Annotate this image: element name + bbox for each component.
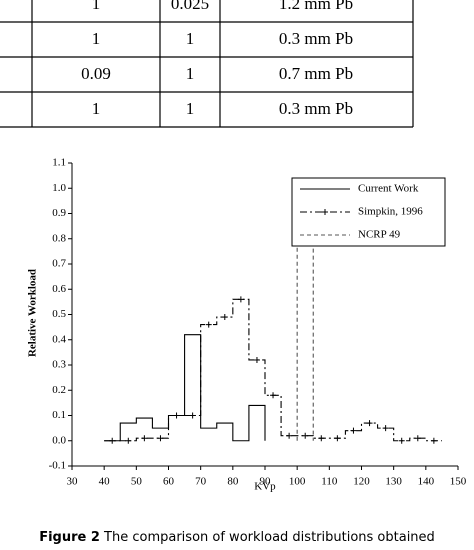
marker	[221, 314, 228, 321]
y-tick-label: 0.7	[52, 258, 66, 270]
y-tick-label: 0.1	[52, 409, 66, 421]
marker	[237, 296, 244, 303]
table-cell: 0.3 mm Pb	[279, 99, 353, 118]
x-tick-label: 90	[260, 476, 272, 488]
x-axis-label: KVp	[254, 481, 276, 493]
marker	[350, 427, 357, 434]
legend-label: Simpkin, 1996	[358, 206, 423, 218]
marker	[430, 437, 437, 444]
marker	[366, 420, 373, 427]
y-tick-label: 0.4	[52, 333, 66, 345]
marker	[205, 321, 212, 328]
marker	[125, 437, 132, 444]
marker	[286, 432, 293, 439]
table-cell: 1	[92, 0, 101, 13]
marker	[398, 437, 405, 444]
table-cell: 1	[186, 99, 195, 118]
y-tick-label: 0.3	[52, 359, 66, 371]
x-tick-label: 120	[353, 476, 370, 488]
marker	[414, 435, 421, 442]
x-tick-label: 50	[131, 476, 143, 488]
table: 1 0.025 1.2 mm Pb 1 1 0.3 mm Pb 0.09 1 0.7 mm Pb…	[81, 0, 353, 118]
marker	[157, 435, 164, 442]
x-tick-label: 110	[321, 476, 338, 488]
marker	[173, 412, 180, 419]
y-tick-label: 0.5	[52, 308, 66, 320]
table-cell: 1	[92, 99, 101, 118]
series-line	[104, 298, 442, 442]
x-tick-label: 150	[450, 476, 467, 488]
marker	[270, 392, 277, 399]
table-cell: 1	[186, 29, 195, 48]
y-tick-label: 0.8	[52, 232, 66, 244]
table-cell: 0.3 mm Pb	[279, 29, 353, 48]
table-lines	[0, 0, 414, 128]
marker	[141, 435, 148, 442]
y-tick-label: 0.2	[52, 384, 66, 396]
caption: Figure 2 The comparison of workload dist…	[39, 530, 435, 545]
x-tick-label: 70	[195, 476, 207, 488]
legend-label: NCRP 49	[358, 229, 401, 241]
table-cell: 1	[186, 64, 195, 83]
series-line	[104, 334, 266, 442]
legend-marker	[322, 209, 328, 215]
table-cell: 0.7 mm Pb	[279, 64, 353, 83]
x-tick-label: 100	[289, 476, 306, 488]
y-tick-label: 1.1	[52, 157, 66, 169]
legend-label: Current Work	[358, 183, 419, 195]
y-tick-label: -0.1	[49, 460, 66, 472]
marker	[302, 432, 309, 439]
marker	[189, 412, 196, 419]
marker	[253, 356, 260, 363]
table-cell: 1.2 mm Pb	[279, 0, 353, 13]
x-tick-label: 140	[418, 476, 435, 488]
x-tick-label: 30	[67, 476, 79, 488]
y-tick-label: 0.9	[52, 207, 66, 219]
x-tick-label: 60	[163, 476, 175, 488]
marker	[382, 425, 389, 432]
marker	[109, 437, 116, 444]
caption-label: Figure 2	[39, 530, 100, 545]
x-tick-label: 80	[227, 476, 239, 488]
marker	[334, 435, 341, 442]
chart: -0.1 0.0 0.1 0.2 0.3 0.4 0.5 0.6 0.7 0.8 0.9 1.0 1.1…	[27, 157, 467, 493]
table-cell: 0.025	[171, 0, 209, 13]
table-cell: 1	[92, 29, 101, 48]
x-tick-label: 130	[385, 476, 402, 488]
x-tick-label: 40	[99, 476, 111, 488]
caption-text: The comparison of workload distributions…	[103, 530, 435, 545]
table-cell: 0.09	[81, 64, 111, 83]
marker	[318, 435, 325, 442]
y-tick-label: 0.6	[52, 283, 66, 295]
y-tick-label: 1.0	[52, 182, 66, 194]
y-axis-label: Relative Workload	[27, 269, 39, 357]
y-tick-label: 0.0	[52, 434, 66, 446]
